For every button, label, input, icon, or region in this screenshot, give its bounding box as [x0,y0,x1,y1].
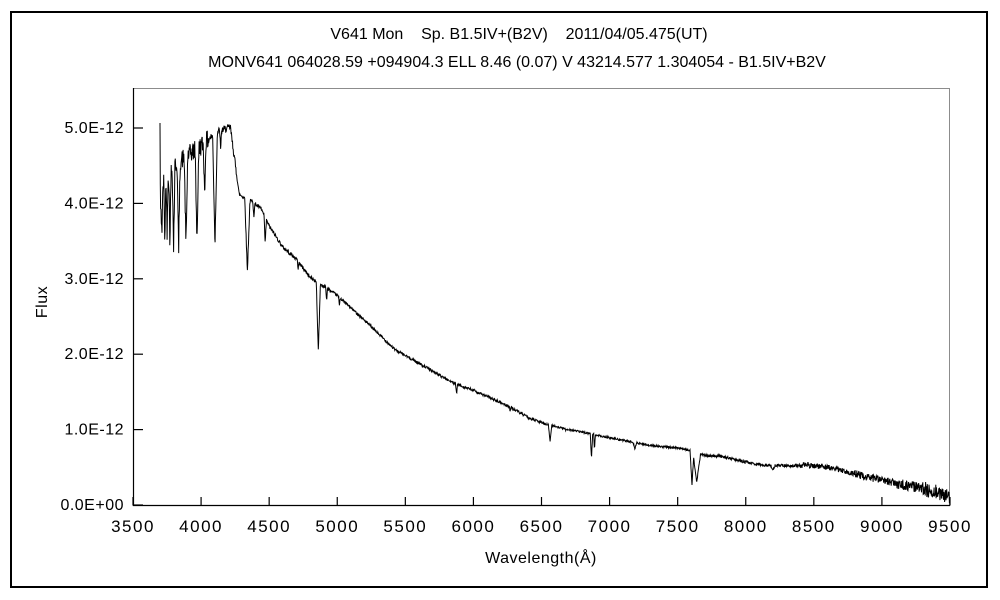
x-tick-label: 5000 [315,517,359,536]
axis-left-bottom [132,88,950,507]
y-tick-label: 1.0E-12 [64,422,124,439]
x-tick-label: 4500 [247,517,291,536]
y-tick-label: 4.0E-12 [64,195,124,212]
spectrum-line [159,122,950,504]
x-tick-label: 7500 [656,517,700,536]
y-tick-label: 2.0E-12 [64,346,124,363]
y-axis-label: Flux [34,286,51,318]
frame-top-right [133,88,950,506]
y-tick-label: 5.0E-12 [64,120,124,137]
y-tick-label: 0.0E+00 [60,497,124,514]
x-tick-label: 6500 [520,517,564,536]
x-tick-label: 7000 [588,517,632,536]
x-tick-label: 8500 [792,517,836,536]
plot-frame-group [132,88,950,507]
x-tick-label: 5500 [383,517,427,536]
x-tick-label: 6000 [452,517,496,536]
tick-group [132,127,951,506]
x-tick-label: 3500 [111,517,155,536]
title-line-1: V641 Mon Sp. B1.5IV+(B2V) 2011/04/05.475… [330,26,708,43]
x-tick-label: 9500 [928,517,972,536]
x-tick-label: 9000 [860,517,904,536]
y-tick-label: 3.0E-12 [64,271,124,288]
x-axis-label: Wavelength(Å) [485,548,597,567]
tick-label-group: 3500 4000 4500 5000 5500 6000 6500 7000 7500 8000… [60,120,972,536]
x-tick-label: 4000 [179,517,223,536]
title-line-2: MONV641 064028.59 +094904.3 ELL 8.46 (0.… [208,54,826,71]
x-tick-label: 8000 [724,517,768,536]
